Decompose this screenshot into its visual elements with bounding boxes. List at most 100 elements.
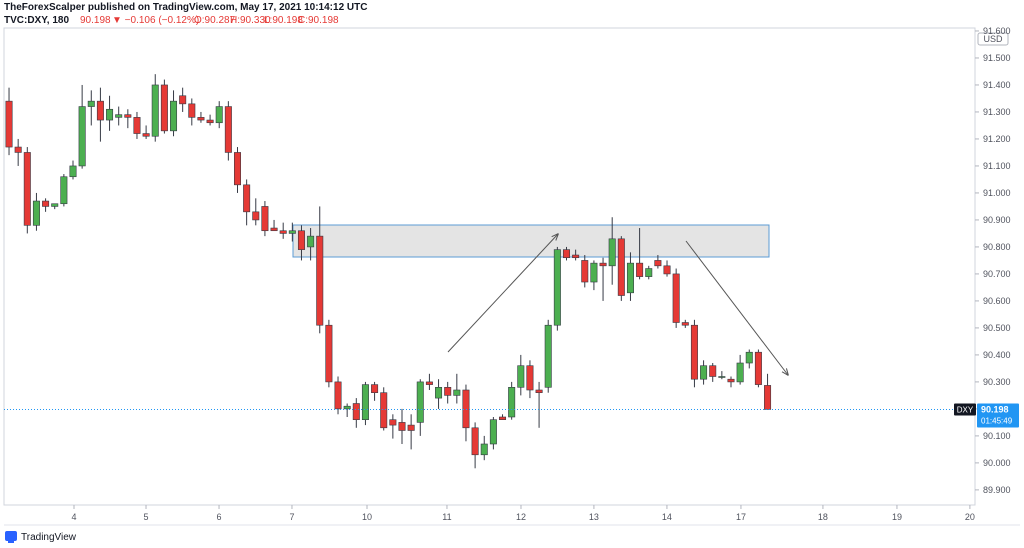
candle-body <box>626 262 634 294</box>
candle-body <box>416 381 424 423</box>
candle-body <box>78 106 86 167</box>
y-tick-label: 90.000 <box>983 458 1011 468</box>
x-tick-label: 6 <box>217 512 222 522</box>
candle-body <box>106 108 114 121</box>
candle-body <box>681 322 689 326</box>
footer-logo <box>5 531 17 543</box>
candle-body <box>526 365 534 391</box>
candle-body <box>581 260 589 283</box>
last-price-label: 90.198 <box>981 404 1009 414</box>
low: L:90.198 <box>264 15 303 26</box>
currency-box <box>977 32 1009 46</box>
candle-body <box>170 100 178 132</box>
y-tick-label: 91.000 <box>983 188 1011 198</box>
candle-body <box>718 376 726 378</box>
symbol: TVC:DXY, 180 <box>4 15 69 26</box>
candle-body <box>608 238 616 267</box>
x-tick-label: 19 <box>892 512 902 522</box>
candle-body <box>307 235 315 248</box>
candle-body <box>5 100 13 148</box>
candle-body <box>215 106 223 124</box>
candle-body <box>599 262 607 267</box>
candle-body <box>371 384 379 394</box>
candle-body <box>179 95 187 105</box>
candle-body <box>709 365 717 377</box>
candle-body <box>279 230 287 234</box>
y-tick-label: 90.300 <box>983 377 1011 387</box>
y-tick-label: 90.700 <box>983 269 1011 279</box>
candle-body <box>160 84 168 132</box>
candle-body <box>690 324 698 380</box>
y-tick-label: 91.200 <box>983 134 1011 144</box>
candle-body <box>51 203 59 207</box>
candle-body <box>206 119 214 124</box>
candle-body <box>435 387 443 399</box>
y-tick-label: 91.400 <box>983 80 1011 90</box>
candle-body <box>343 405 351 410</box>
x-tick-label: 20 <box>965 512 975 522</box>
x-tick-label: 17 <box>736 512 746 522</box>
x-tick-label: 4 <box>71 512 76 522</box>
candle-body <box>535 389 543 394</box>
candle-body <box>23 152 31 226</box>
candle-body <box>316 235 324 326</box>
candle-body <box>736 362 744 383</box>
x-tick-label: 14 <box>662 512 672 522</box>
candle-body <box>14 146 22 153</box>
candle-body <box>325 324 333 383</box>
candle-body <box>572 254 580 259</box>
candle-body <box>645 268 653 277</box>
candle-body <box>115 114 123 118</box>
y-tick-label: 91.100 <box>983 161 1011 171</box>
last-price-box <box>977 403 1019 428</box>
candle-body <box>480 443 488 456</box>
y-tick-label: 91.600 <box>983 26 1011 36</box>
candle-body <box>42 200 50 207</box>
candle-body <box>636 262 644 277</box>
currency: USD <box>983 34 1003 44</box>
up-arrow <box>447 234 558 353</box>
x-tick-label: 10 <box>362 512 372 522</box>
candle-body <box>151 84 159 137</box>
candle-body <box>69 165 77 178</box>
y-tick-label: 90.800 <box>983 242 1011 252</box>
x-tick-label: 18 <box>818 512 828 522</box>
y-tick-label: 90.400 <box>983 350 1011 360</box>
candle-body <box>562 249 570 259</box>
y-tick-label: 90.500 <box>983 323 1011 333</box>
y-tick-label: 90.100 <box>983 431 1011 441</box>
candle-body <box>96 100 104 121</box>
candle-body <box>142 133 150 137</box>
y-tick-label: 91.300 <box>983 107 1011 117</box>
y-tick-label: 89.900 <box>983 485 1011 495</box>
candle-body <box>243 184 251 213</box>
change: ▼ −0.106 (−0.12%) <box>112 15 199 26</box>
candle-body <box>398 422 406 431</box>
x-tick-label: 11 <box>442 512 451 522</box>
candle-body <box>352 403 360 420</box>
candle-body <box>489 419 497 445</box>
candle-body <box>462 389 470 429</box>
x-tick-label: 13 <box>589 512 599 522</box>
candle-body <box>270 227 278 232</box>
candle-body <box>188 103 196 118</box>
candle-body <box>60 176 68 205</box>
x-tick-label: 12 <box>516 512 526 522</box>
candle-body <box>407 424 415 431</box>
resistance-zone <box>292 224 770 258</box>
candle-body <box>124 114 132 118</box>
candle-body <box>672 273 680 323</box>
candle-body <box>764 385 772 410</box>
brand: TradingView <box>21 532 77 543</box>
down-arrow <box>685 240 788 375</box>
candle-body <box>224 106 232 153</box>
price: 90.198 <box>80 15 111 26</box>
candle-body <box>617 238 625 296</box>
high: H:90.330 <box>230 15 271 26</box>
candle-body <box>389 419 397 426</box>
candle-body <box>499 416 507 420</box>
candle-body <box>32 200 40 226</box>
candle-body <box>471 427 479 456</box>
open: O:90.287 <box>194 15 236 26</box>
